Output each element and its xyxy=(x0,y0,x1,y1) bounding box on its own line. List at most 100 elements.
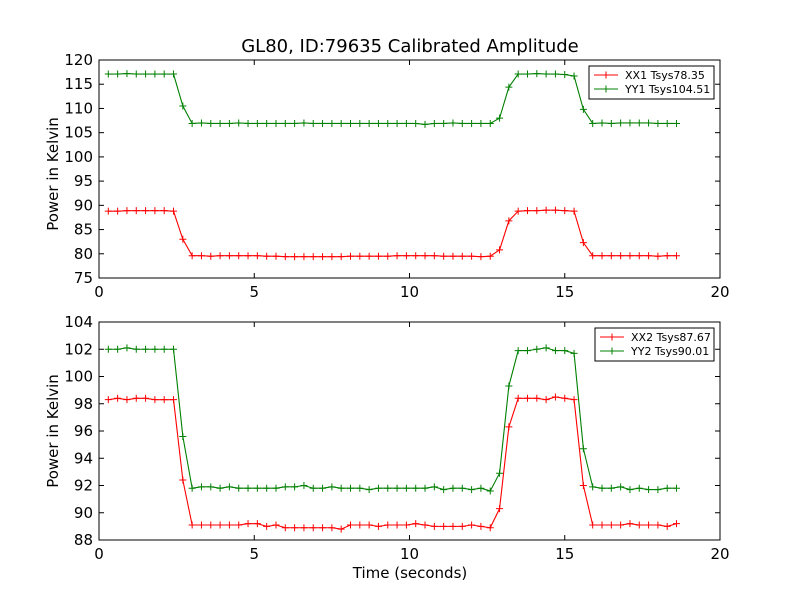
data-point xyxy=(170,207,178,215)
data-point xyxy=(542,206,550,214)
data-point xyxy=(505,423,513,431)
y-tick-label: 105 xyxy=(64,124,93,142)
data-point xyxy=(505,382,513,390)
data-point xyxy=(197,483,205,491)
data-point xyxy=(365,252,373,260)
y-tick-label: 115 xyxy=(64,75,93,93)
data-point xyxy=(673,119,681,127)
data-point xyxy=(235,484,243,492)
legend-box xyxy=(588,65,715,100)
data-point xyxy=(533,345,541,353)
data-point xyxy=(570,207,578,215)
data-point xyxy=(235,521,243,529)
data-point xyxy=(551,347,559,355)
data-point xyxy=(151,396,159,404)
data-point xyxy=(328,119,336,127)
data-point xyxy=(374,252,382,260)
data-point xyxy=(440,252,448,260)
data-point xyxy=(421,521,429,529)
data-point xyxy=(533,394,541,402)
data-point xyxy=(551,206,559,214)
data-point xyxy=(523,70,531,78)
data-point xyxy=(197,119,205,127)
data-point xyxy=(477,119,485,127)
x-tick-label: 10 xyxy=(400,283,419,301)
chart-top: GL80, ID:79635 Calibrated Amplitude Powe… xyxy=(44,36,730,301)
data-point xyxy=(160,207,168,215)
data-point xyxy=(384,119,392,127)
data-point xyxy=(561,71,569,79)
y-tick-label: 85 xyxy=(74,221,93,239)
data-point xyxy=(384,484,392,492)
data-point xyxy=(132,70,140,78)
legend-box xyxy=(594,327,715,362)
data-point xyxy=(496,505,504,513)
data-point xyxy=(496,246,504,254)
data-point xyxy=(412,520,420,528)
y-tick-label: 95 xyxy=(74,172,93,190)
legend-marker xyxy=(602,71,610,79)
data-point xyxy=(663,522,671,530)
data-point xyxy=(430,483,438,491)
data-point xyxy=(374,522,382,530)
data-point xyxy=(151,345,159,353)
data-point xyxy=(514,394,522,402)
data-point xyxy=(579,445,587,453)
data-point xyxy=(514,347,522,355)
data-point xyxy=(356,119,364,127)
y-tick-label: 102 xyxy=(64,340,93,358)
data-point xyxy=(123,344,131,352)
data-point xyxy=(402,252,410,260)
data-point xyxy=(244,484,252,492)
data-point xyxy=(216,484,224,492)
x-tick-label: 0 xyxy=(94,545,104,563)
data-point xyxy=(291,483,299,491)
data-point xyxy=(626,486,634,494)
data-point xyxy=(589,483,597,491)
data-point xyxy=(617,521,625,529)
data-point xyxy=(291,119,299,127)
data-point xyxy=(570,72,578,80)
data-point xyxy=(374,119,382,127)
data-point xyxy=(281,483,289,491)
data-point xyxy=(104,70,112,78)
series-group xyxy=(104,70,681,261)
data-point xyxy=(505,217,513,225)
data-point xyxy=(328,253,336,261)
data-point xyxy=(374,484,382,492)
data-point xyxy=(449,252,457,260)
y-tick-label: 92 xyxy=(74,477,93,495)
data-point xyxy=(468,486,476,494)
data-point xyxy=(654,486,662,494)
data-point xyxy=(170,70,178,78)
data-point xyxy=(225,521,233,529)
data-point xyxy=(421,120,429,128)
data-point xyxy=(244,252,252,260)
data-point xyxy=(244,119,252,127)
data-point xyxy=(486,524,494,532)
ticks-group: 0 5 10 15 20 75 80 85 90 95 100 105 110 115 120 xyxy=(64,51,729,301)
data-point xyxy=(151,70,159,78)
data-point xyxy=(486,252,494,260)
data-point xyxy=(179,102,187,110)
data-point xyxy=(300,482,308,489)
data-point xyxy=(319,119,327,127)
legend-label: XX2 Tsys87.67 xyxy=(631,331,711,344)
data-point xyxy=(458,484,466,492)
data-point xyxy=(216,119,224,127)
data-point xyxy=(393,521,401,529)
data-point xyxy=(114,207,122,215)
data-point xyxy=(561,394,569,402)
data-point xyxy=(309,253,317,261)
data-point xyxy=(542,344,550,352)
data-point xyxy=(365,119,373,127)
data-point xyxy=(188,119,196,127)
data-point xyxy=(337,484,345,492)
y-tick-label: 88 xyxy=(74,531,93,549)
data-point xyxy=(207,119,215,127)
data-point xyxy=(384,521,392,529)
data-point xyxy=(430,522,438,530)
data-point xyxy=(384,252,392,260)
data-point xyxy=(663,119,671,127)
